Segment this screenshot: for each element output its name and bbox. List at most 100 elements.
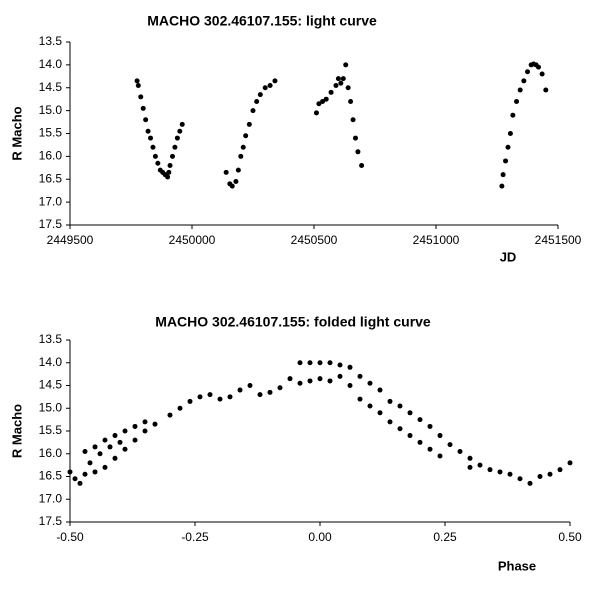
data-point xyxy=(337,362,343,368)
data-point xyxy=(557,467,563,473)
data-point xyxy=(107,444,113,450)
y-tick-label: 13.5 xyxy=(39,332,63,346)
data-point xyxy=(500,172,506,178)
data-point xyxy=(152,421,158,427)
x-tick-label: 2450500 xyxy=(291,233,338,247)
data-point xyxy=(67,469,73,475)
x-tick-label: 2451500 xyxy=(535,233,582,247)
data-point xyxy=(487,467,493,473)
data-point xyxy=(527,480,533,486)
data-point xyxy=(517,476,523,482)
y-tick-label: 16.0 xyxy=(39,446,63,460)
data-point xyxy=(539,71,545,77)
x-tick-label: 2451000 xyxy=(413,233,460,247)
data-point xyxy=(97,451,103,457)
data-point xyxy=(102,464,108,470)
y-tick-label: 17.0 xyxy=(39,491,63,505)
data-point xyxy=(417,439,423,445)
data-point xyxy=(92,444,98,450)
data-point xyxy=(142,419,148,425)
y-tick-label: 17.5 xyxy=(39,217,63,231)
data-point xyxy=(246,121,252,127)
data-point xyxy=(217,396,223,402)
data-point xyxy=(132,423,138,429)
data-point xyxy=(92,469,98,475)
data-point xyxy=(348,98,354,104)
data-point xyxy=(417,417,423,423)
data-point xyxy=(335,76,341,82)
y-tick-label: 13.5 xyxy=(39,34,63,48)
data-point xyxy=(340,76,346,82)
data-point xyxy=(352,135,358,141)
data-point xyxy=(507,471,513,477)
data-point xyxy=(316,101,322,107)
data-point xyxy=(397,403,403,409)
data-point xyxy=(337,373,343,379)
data-point xyxy=(82,448,88,454)
x-tick-label: 0.50 xyxy=(558,530,582,544)
data-point xyxy=(347,383,353,388)
data-point xyxy=(72,476,78,482)
y-axis-label: R Macho xyxy=(9,106,24,160)
data-point xyxy=(272,78,278,84)
data-point xyxy=(317,360,323,366)
y-axis-label: R Macho xyxy=(9,404,24,458)
y-tick-label: 14.0 xyxy=(39,355,63,369)
data-point xyxy=(254,98,260,104)
y-tick-label: 15.0 xyxy=(39,400,63,414)
data-point xyxy=(510,112,516,118)
data-point xyxy=(122,428,128,434)
data-point xyxy=(250,108,256,114)
data-point xyxy=(387,398,393,404)
data-point xyxy=(240,144,246,150)
data-point xyxy=(427,423,433,429)
data-point xyxy=(521,78,527,84)
data-point xyxy=(377,410,383,416)
data-point xyxy=(567,460,573,466)
data-point xyxy=(397,426,403,432)
data-point xyxy=(323,96,329,102)
data-point xyxy=(367,380,373,386)
chart-title: MACHO 302.46107.155: light curve xyxy=(147,13,377,29)
data-point xyxy=(277,385,283,391)
data-point xyxy=(112,433,118,439)
data-point xyxy=(467,455,473,461)
data-point xyxy=(145,128,151,134)
data-point xyxy=(499,183,505,189)
data-point xyxy=(143,117,149,123)
data-point xyxy=(267,82,273,88)
data-point xyxy=(150,144,156,150)
data-point xyxy=(243,133,249,139)
data-point xyxy=(503,158,509,164)
chart-title: MACHO 302.46107.155: folded light curve xyxy=(155,314,431,330)
data-point xyxy=(238,153,244,159)
data-point xyxy=(165,174,171,180)
y-tick-label: 16.5 xyxy=(39,171,63,185)
data-point xyxy=(207,392,213,398)
data-point xyxy=(142,428,148,434)
data-point xyxy=(407,410,413,416)
data-point xyxy=(152,153,158,159)
y-tick-label: 15.5 xyxy=(39,423,63,437)
data-point xyxy=(328,89,334,95)
data-point xyxy=(357,396,363,402)
y-tick-label: 14.5 xyxy=(39,378,63,392)
data-point xyxy=(327,378,333,384)
x-tick-label: -0.50 xyxy=(56,530,84,544)
y-tick-label: 15.5 xyxy=(39,126,63,140)
data-point xyxy=(155,160,161,166)
data-point xyxy=(233,179,239,185)
data-point xyxy=(467,464,473,470)
data-point xyxy=(327,360,333,366)
data-point xyxy=(287,376,293,382)
data-point xyxy=(447,442,453,448)
data-point xyxy=(166,169,172,175)
data-point xyxy=(177,405,183,411)
data-point xyxy=(320,98,326,104)
data-point xyxy=(87,460,93,466)
data-point xyxy=(140,105,146,111)
data-point xyxy=(187,398,193,404)
data-point xyxy=(507,131,513,136)
y-tick-label: 17.0 xyxy=(39,194,63,208)
